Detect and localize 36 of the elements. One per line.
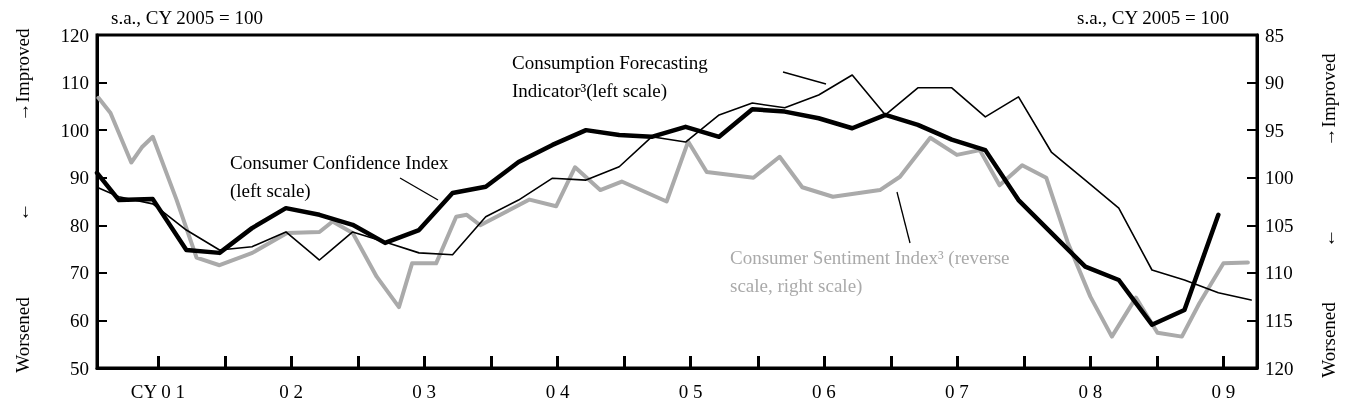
y2-tick-label: 90 <box>1265 72 1284 94</box>
x-tick-label: 0 7 <box>945 381 969 402</box>
y-tick-label: 110 <box>61 72 89 94</box>
y-tick-label: 90 <box>70 167 89 189</box>
y-tick-label: 120 <box>60 24 89 46</box>
series-label: Consumption Forecasting Indicator³(left scale) <box>512 51 713 102</box>
x-tick-label: 0 2 <box>279 381 303 402</box>
text: Worsened <box>1317 301 1339 378</box>
x-tick-label: 0 9 <box>1211 381 1236 402</box>
text: ← <box>1317 228 1339 248</box>
x-tick-label: 0 6 <box>811 381 836 402</box>
y2-tick-label: 120 <box>1265 357 1294 379</box>
y2-tick-label: 110 <box>1265 262 1293 284</box>
y2-tick-label: 95 <box>1265 119 1284 141</box>
y-tick-label: 50 <box>70 357 89 379</box>
text: Consumer Sentiment Index³ (reverse scale, right scale) <box>730 246 1015 297</box>
text: ← <box>11 202 33 222</box>
y-axis-title: s.a., CY 2005 = 100 <box>111 7 263 28</box>
x-tick-label: 0 4 <box>545 381 570 402</box>
series-label: Consumer Confidence Index (left scale) <box>230 151 454 202</box>
x-tick-label: 0 3 <box>412 381 436 402</box>
x-tick-label: 0 8 <box>1078 381 1103 402</box>
x-tick-label: 0 5 <box>678 381 703 402</box>
y-tick-label: 80 <box>70 214 89 236</box>
y-tick-label: 100 <box>60 119 89 141</box>
x-tick-label: CY 0 1 <box>130 381 185 402</box>
text: →Improved <box>11 28 33 122</box>
y-tick-label: 70 <box>70 262 89 284</box>
y2-tick-label: 115 <box>1265 309 1293 331</box>
y2-tick-label: 100 <box>1265 167 1294 189</box>
y2-axis-title: s.a., CY 2005 = 100 <box>1077 7 1229 28</box>
y2-tick-label: 105 <box>1265 214 1294 236</box>
text: →Improved <box>1317 53 1339 147</box>
y-tick-label: 60 <box>70 309 89 331</box>
y2-tick-label: 85 <box>1265 24 1284 46</box>
text: Worsened <box>11 296 33 373</box>
